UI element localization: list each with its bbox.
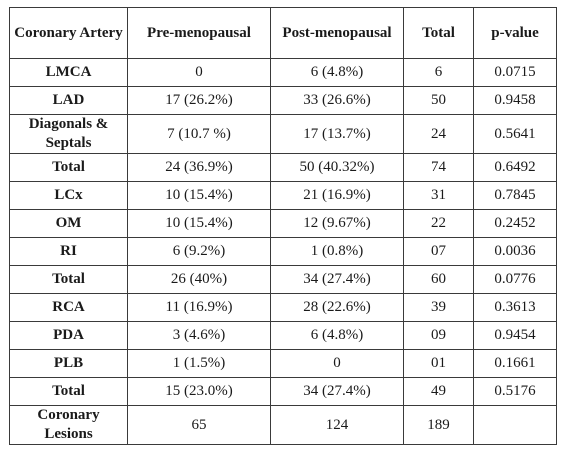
p-value-cell: 0.9454 [473,321,557,350]
post-menopausal-cell: 124 [270,405,404,445]
total-cell: 6 [403,58,474,87]
total-cell: 50 [403,86,474,115]
table-row: RI 6 (9.2%) 1 (0.8%) 07 0.0036 [9,237,557,266]
table-row: RCA 11 (16.9%) 28 (22.6%) 39 0.3613 [9,293,557,322]
row-label: Diagonals & Septals [9,114,128,154]
pre-menopausal-cell: 65 [127,405,271,445]
post-menopausal-cell: 6 (4.8%) [270,58,404,87]
row-label: PDA [9,321,128,350]
p-value-cell [473,405,557,445]
row-label: LCx [9,181,128,210]
post-menopausal-cell: 1 (0.8%) [270,237,404,266]
table-row: Total 15 (23.0%) 34 (27.4%) 49 0.5176 [9,377,557,406]
pre-menopausal-cell: 6 (9.2%) [127,237,271,266]
p-value-cell: 0.2452 [473,209,557,238]
table-row: LAD 17 (26.2%) 33 (26.6%) 50 0.9458 [9,86,557,115]
p-value-cell: 0.0776 [473,265,557,294]
p-value-cell: 0.6492 [473,153,557,182]
total-cell: 22 [403,209,474,238]
pre-menopausal-cell: 0 [127,58,271,87]
p-value-cell: 0.0715 [473,58,557,87]
row-label: LAD [9,86,128,115]
post-menopausal-cell: 12 (9.67%) [270,209,404,238]
pre-menopausal-cell: 24 (36.9%) [127,153,271,182]
header-post-menopausal: Post-menopausal [270,7,404,59]
row-label: PLB [9,349,128,378]
pre-menopausal-cell: 15 (23.0%) [127,377,271,406]
pre-menopausal-cell: 10 (15.4%) [127,181,271,210]
row-label: LMCA [9,58,128,87]
p-value-cell: 0.5641 [473,114,557,154]
pre-menopausal-cell: 1 (1.5%) [127,349,271,378]
table-row: LCx 10 (15.4%) 21 (16.9%) 31 0.7845 [9,181,557,210]
total-cell: 31 [403,181,474,210]
row-label: Total [9,377,128,406]
post-menopausal-cell: 33 (26.6%) [270,86,404,115]
total-cell: 60 [403,265,474,294]
pre-menopausal-cell: 17 (26.2%) [127,86,271,115]
table-row: Diagonals & Septals 7 (10.7 %) 17 (13.7%… [9,114,557,154]
total-cell: 189 [403,405,474,445]
post-menopausal-cell: 0 [270,349,404,378]
table-row: OM 10 (15.4%) 12 (9.67%) 22 0.2452 [9,209,557,238]
table-row: Coronary Lesions 65 124 189 [9,405,557,445]
pre-menopausal-cell: 3 (4.6%) [127,321,271,350]
coronary-artery-table: Coronary Artery Pre-menopausal Post-meno… [9,7,557,445]
pre-menopausal-cell: 7 (10.7 %) [127,114,271,154]
p-value-cell: 0.7845 [473,181,557,210]
row-label: Coronary Lesions [9,405,128,445]
post-menopausal-cell: 34 (27.4%) [270,377,404,406]
total-cell: 07 [403,237,474,266]
p-value-cell: 0.1661 [473,349,557,378]
row-label: RCA [9,293,128,322]
header-coronary-artery: Coronary Artery [9,7,128,59]
row-label: RI [9,237,128,266]
table-row: Total 26 (40%) 34 (27.4%) 60 0.0776 [9,265,557,294]
post-menopausal-cell: 21 (16.9%) [270,181,404,210]
table-row: PDA 3 (4.6%) 6 (4.8%) 09 0.9454 [9,321,557,350]
row-label: Total [9,153,128,182]
pre-menopausal-cell: 10 (15.4%) [127,209,271,238]
p-value-cell: 0.9458 [473,86,557,115]
total-cell: 24 [403,114,474,154]
table-row: Total 24 (36.9%) 50 (40.32%) 74 0.6492 [9,153,557,182]
header-total: Total [403,7,474,59]
pre-menopausal-cell: 26 (40%) [127,265,271,294]
row-label: Total [9,265,128,294]
total-cell: 74 [403,153,474,182]
post-menopausal-cell: 50 (40.32%) [270,153,404,182]
row-label: OM [9,209,128,238]
post-menopausal-cell: 34 (27.4%) [270,265,404,294]
post-menopausal-cell: 28 (22.6%) [270,293,404,322]
p-value-cell: 0.3613 [473,293,557,322]
post-menopausal-cell: 6 (4.8%) [270,321,404,350]
pre-menopausal-cell: 11 (16.9%) [127,293,271,322]
table-row: LMCA 0 6 (4.8%) 6 0.0715 [9,58,557,87]
table-row: PLB 1 (1.5%) 0 01 0.1661 [9,349,557,378]
table-body: LMCA 0 6 (4.8%) 6 0.0715 LAD 17 (26.2%) … [9,58,557,445]
total-cell: 49 [403,377,474,406]
p-value-cell: 0.5176 [473,377,557,406]
total-cell: 09 [403,321,474,350]
post-menopausal-cell: 17 (13.7%) [270,114,404,154]
header-pre-menopausal: Pre-menopausal [127,7,271,59]
total-cell: 39 [403,293,474,322]
header-row: Coronary Artery Pre-menopausal Post-meno… [9,7,557,59]
total-cell: 01 [403,349,474,378]
header-p-value: p-value [473,7,557,59]
table-header: Coronary Artery Pre-menopausal Post-meno… [9,7,557,59]
p-value-cell: 0.0036 [473,237,557,266]
